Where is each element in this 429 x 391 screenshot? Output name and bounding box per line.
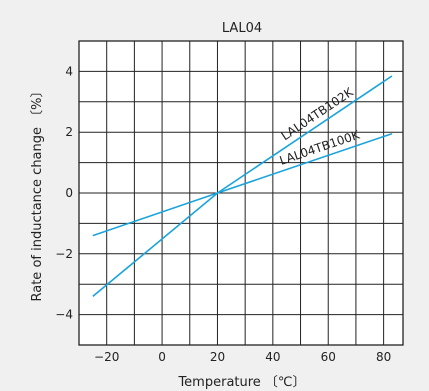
grid <box>79 41 403 345</box>
x-tick-label: 80 <box>376 350 391 364</box>
series-lines <box>92 75 393 298</box>
y-tick-label: −2 <box>55 247 73 261</box>
y-axis-label: Rate of inductance change 〔%〕 <box>30 84 45 301</box>
y-tick-label: 4 <box>65 64 73 78</box>
x-axis-label: Temperature 〔℃〕 <box>177 375 305 390</box>
x-tick-label: −20 <box>94 350 119 364</box>
y-tick-label: −4 <box>55 308 73 322</box>
series-line-lal04tb100k <box>92 132 393 237</box>
x-axis-ticks: −20 0 20 40 60 80 <box>94 350 391 364</box>
y-tick-label: 2 <box>65 125 73 139</box>
x-tick-label: 0 <box>158 350 166 364</box>
x-tick-label: 60 <box>321 350 336 364</box>
y-tick-label: 0 <box>65 186 73 200</box>
chart-title: LAL04 <box>222 21 262 36</box>
y-axis-ticks: −4 −2 0 2 4 <box>55 64 73 321</box>
x-tick-label: 40 <box>265 350 280 364</box>
x-tick-label: 20 <box>210 350 225 364</box>
